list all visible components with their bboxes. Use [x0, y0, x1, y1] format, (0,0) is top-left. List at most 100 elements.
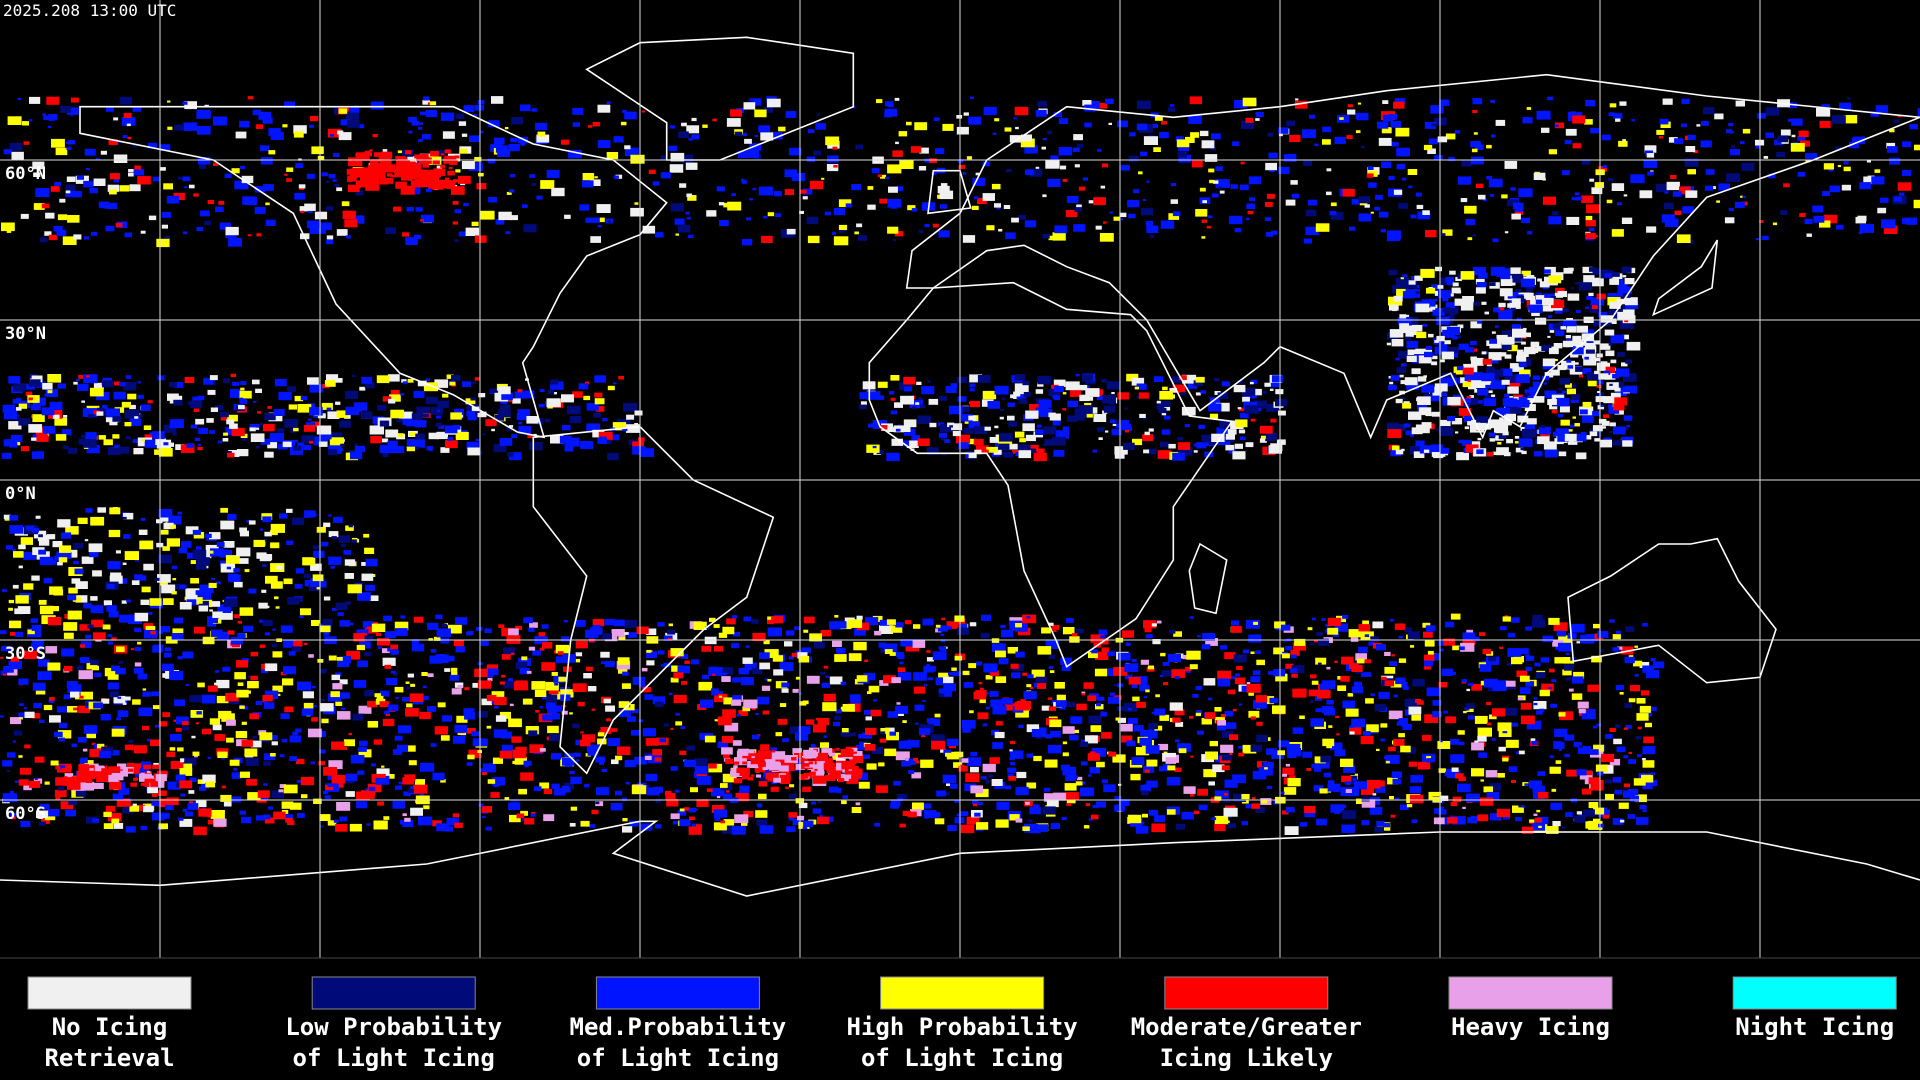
icing-pixel [910, 146, 922, 153]
icing-pixel [267, 406, 272, 409]
icing-pixel [1400, 745, 1411, 753]
icing-pixel [126, 123, 131, 127]
icing-pixel [78, 705, 91, 714]
icing-pixel [1028, 448, 1036, 453]
icing-pixel [1139, 413, 1146, 418]
icing-pixel [1208, 697, 1213, 701]
icing-pixel [511, 117, 524, 125]
icing-pixel [1123, 703, 1138, 712]
icing-pixel [402, 697, 410, 702]
icing-pixel [1381, 127, 1392, 134]
icing-pixel [1558, 749, 1562, 751]
icing-pixel [388, 399, 396, 404]
icing-pixel [884, 748, 897, 757]
icing-pixel [1621, 334, 1629, 340]
icing-pixel [485, 826, 492, 831]
icing-pixel [67, 706, 78, 713]
icing-pixel [511, 434, 518, 438]
icing-pixel [1617, 202, 1622, 206]
icing-pixel [400, 393, 405, 396]
icing-pixel [1291, 665, 1305, 673]
icing-pixel [1174, 709, 1185, 716]
icing-pixel [48, 117, 55, 121]
icing-pixel [592, 429, 605, 438]
icing-pixel [1591, 187, 1603, 195]
icing-pixel [1163, 415, 1171, 420]
icing-pixel [960, 811, 969, 816]
icing-pixel [1148, 428, 1154, 432]
icing-pixel [109, 691, 119, 698]
icing-pixel [1755, 145, 1761, 149]
icing-pixel [1438, 640, 1447, 646]
icing-pixel [1229, 734, 1239, 740]
icing-pixel [1590, 782, 1604, 791]
icing-pixel [354, 443, 358, 446]
icing-pixel [337, 659, 350, 668]
icing-pixel [1106, 381, 1120, 390]
icing-pixel [1542, 297, 1554, 306]
icing-pixel [499, 681, 505, 685]
icing-pixel [1533, 701, 1547, 710]
icing-pixel [178, 817, 184, 821]
icing-pixel [41, 818, 50, 824]
icing-pixel [207, 819, 216, 825]
icing-pixel [328, 760, 343, 770]
icing-pixel [1639, 662, 1650, 668]
icing-pixel [239, 705, 245, 709]
icing-pixel [652, 749, 663, 756]
icing-pixel [938, 395, 948, 401]
icing-pixel [1107, 651, 1115, 657]
icing-pixel [161, 211, 172, 218]
icing-pixel [207, 621, 217, 627]
icing-pixel [994, 203, 1001, 208]
icing-pixel [1578, 374, 1584, 378]
icing-pixel [630, 730, 640, 736]
icing-pixel [871, 168, 880, 174]
icing-pixel [1082, 177, 1089, 181]
icing-pixel [1455, 276, 1462, 281]
icing-pixel [1553, 741, 1562, 747]
icing-pixel [15, 407, 22, 411]
icing-pixel [1391, 771, 1403, 778]
icing-pixel [1740, 195, 1744, 198]
icing-pixel [1593, 234, 1598, 238]
icing-pixel [1492, 682, 1507, 691]
icing-pixel [330, 134, 335, 137]
icing-pixel [1000, 408, 1004, 412]
icing-pixel [1649, 706, 1657, 712]
icing-pixel [426, 396, 438, 405]
icing-pixel [1315, 657, 1327, 665]
icing-pixel [1422, 622, 1431, 628]
icing-pixel [1391, 339, 1404, 347]
icing-pixel [1251, 388, 1262, 396]
icing-pixel [190, 424, 198, 429]
icing-pixel [624, 111, 637, 120]
icing-pixel [1177, 442, 1191, 450]
icing-pixel [1183, 786, 1196, 794]
icing-pixel [158, 376, 164, 380]
icing-pixel [1096, 427, 1105, 432]
icing-pixel [1445, 716, 1457, 724]
icing-pixel [1521, 429, 1537, 438]
icing-pixel [1520, 715, 1535, 725]
icing-pixel [781, 688, 789, 693]
icing-pixel [1246, 683, 1261, 693]
icing-pixel [1537, 791, 1549, 799]
icing-pixel [600, 651, 610, 658]
icing-pixel [1215, 166, 1223, 171]
icing-pixel [382, 718, 395, 727]
icing-pixel [1877, 207, 1887, 214]
icing-pixel [373, 820, 388, 830]
icing-pixel [706, 788, 713, 792]
icing-pixel [127, 393, 137, 400]
icing-pixel [1458, 439, 1465, 444]
icing-pixel [1195, 685, 1203, 691]
icing-pixel [1477, 814, 1489, 822]
icing-pixel [1305, 209, 1317, 217]
icing-pixel [133, 448, 144, 455]
icing-pixel [1870, 111, 1880, 117]
icing-pixel [900, 395, 914, 405]
icing-pixel [356, 451, 361, 455]
icing-pixel [25, 391, 33, 396]
icing-pixel [1615, 684, 1624, 691]
